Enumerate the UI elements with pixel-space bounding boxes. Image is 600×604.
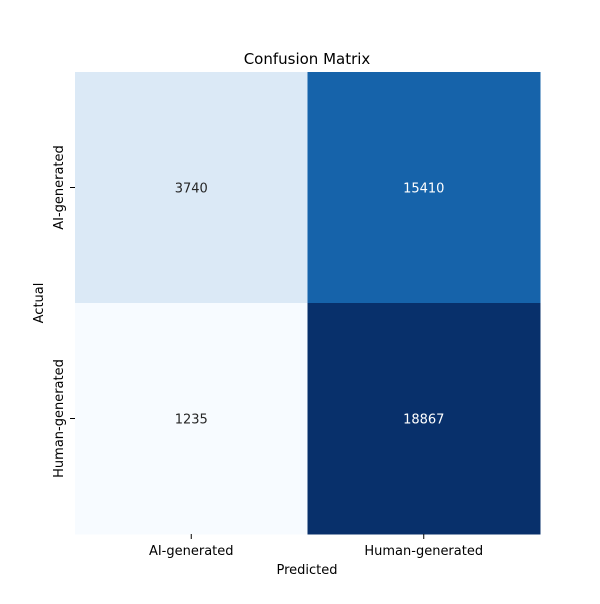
cell-value-label-r0-c0: 3740 [175,182,208,197]
y-axis-ticks: AI-generated Human-generated [52,145,75,478]
chart-title: Confusion Matrix [244,50,371,68]
cell-value-label-r1-c0: 1235 [175,413,208,428]
heatmap-cell-r1-c1 [307,303,541,535]
x-tick-label-1: Human-generated [364,544,483,559]
x-axis-ticks: AI-generated Human-generated [149,534,483,559]
x-axis-label: Predicted [276,563,337,578]
y-tick-label-0: AI-generated [52,145,67,230]
heatmap-cell-r0-c0 [75,72,308,304]
x-tick-label-0: AI-generated [149,544,234,559]
heatmap-cell-r0-c1 [307,72,541,304]
heatmap-cell-r1-c0 [75,303,308,535]
y-axis-label: Actual [32,283,47,324]
heatmap-cells: 3740 15410 1235 18867 [75,72,541,535]
cell-value-label-r0-c1: 15410 [403,182,444,197]
cell-value-label-r1-c1: 18867 [403,413,444,428]
y-tick-label-1: Human-generated [52,359,67,478]
